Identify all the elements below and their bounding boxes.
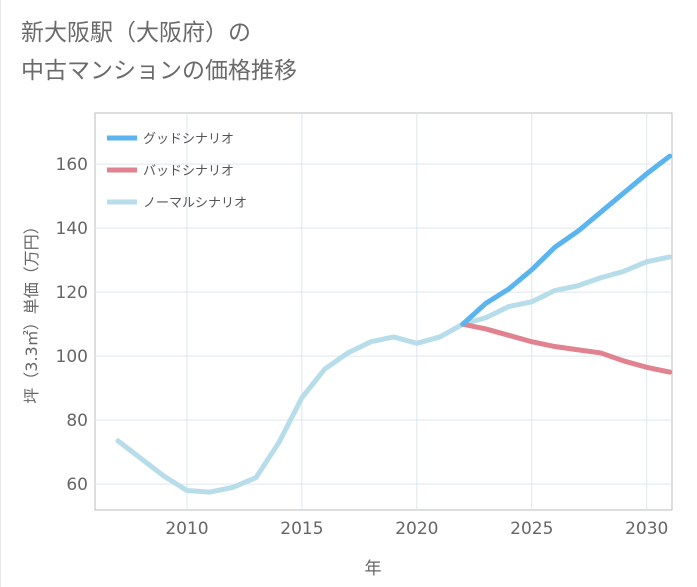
y-tick-label: 160	[56, 155, 88, 175]
title-line-2: 中古マンションの価格推移	[21, 58, 297, 84]
series-line-0	[460, 153, 673, 327]
x-tick-label: 2020	[395, 519, 438, 539]
title-line-1: 新大阪駅（大阪府）の	[21, 20, 251, 46]
legend-label: グッドシナリオ	[143, 132, 234, 147]
y-tick-label: 60	[66, 475, 88, 495]
series-line-2	[115, 254, 673, 495]
legend-label: ノーマルシナリオ	[143, 196, 247, 211]
y-tick-label: 140	[56, 219, 88, 239]
chart-title: 新大阪駅（大阪府）の 中古マンションの価格推移	[21, 14, 297, 90]
x-tick-label: 2025	[510, 519, 553, 539]
x-axis-label: 年	[365, 559, 382, 579]
y-tick-label: 100	[56, 347, 88, 367]
x-tick-label: 2030	[625, 519, 668, 539]
y-tick-label: 80	[66, 411, 88, 431]
x-tick-label: 2010	[165, 519, 208, 539]
plot-area	[94, 112, 673, 511]
y-axis-label: 坪（3.3㎡）単価（万円）	[22, 218, 41, 403]
y-tick-label: 120	[56, 283, 88, 303]
legend-label: バッドシナリオ	[143, 164, 234, 179]
x-tick-label: 2015	[280, 519, 323, 539]
series-line-1	[460, 321, 673, 375]
